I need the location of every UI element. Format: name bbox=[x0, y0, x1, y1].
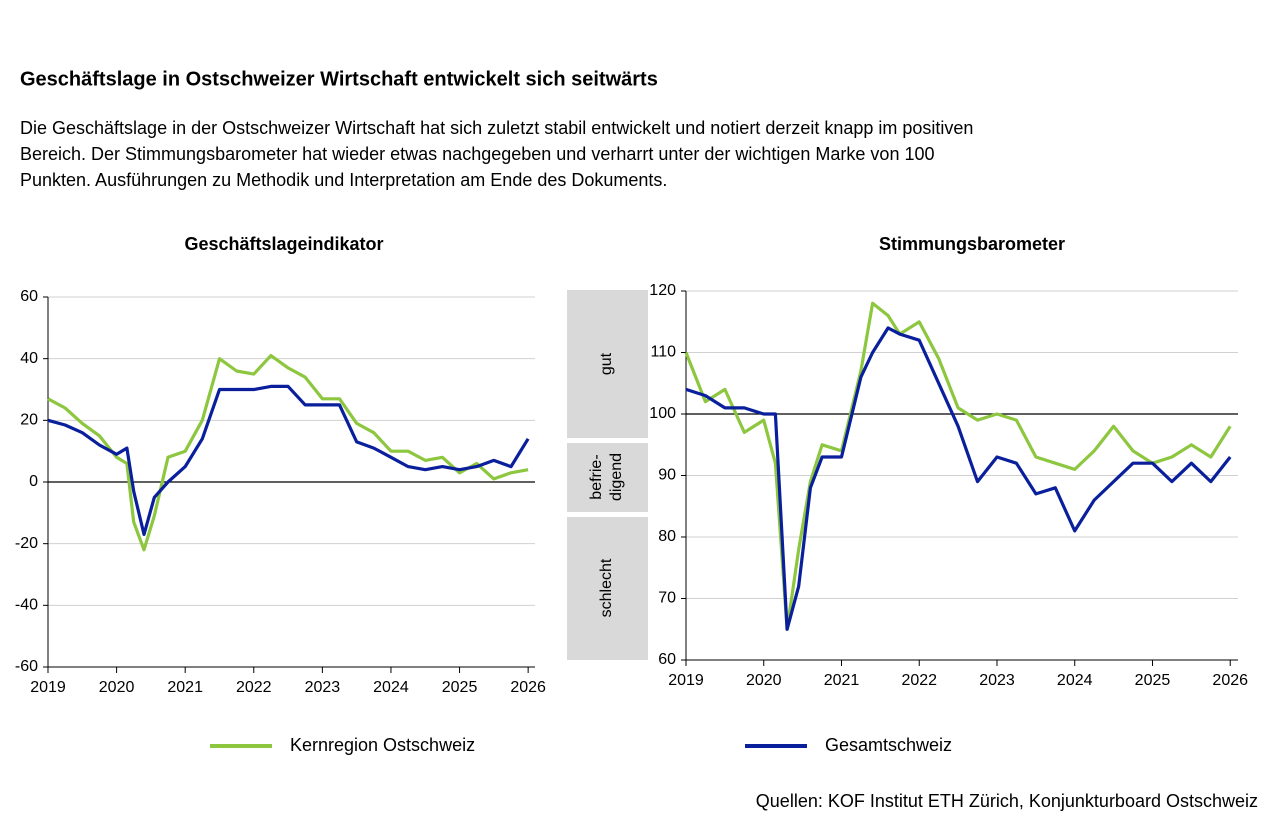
y-tick-label: 100 bbox=[649, 405, 676, 422]
series-line bbox=[47, 384, 530, 536]
x-tick-label: 2024 bbox=[1057, 672, 1093, 689]
zone-box bbox=[567, 517, 648, 660]
x-tick-label: 2026 bbox=[1212, 672, 1248, 689]
y-tick-label: 90 bbox=[658, 467, 676, 484]
y-tick-label: 110 bbox=[650, 344, 676, 361]
y-tick-label: 60 bbox=[658, 651, 676, 668]
x-tick-label: 2024 bbox=[373, 679, 409, 696]
page-title: Geschäftslage in Ostschweizer Wirtschaft… bbox=[20, 68, 658, 90]
x-tick-label: 2023 bbox=[305, 679, 341, 696]
source: Quellen: KOF Institut ETH Zürich, Konjun… bbox=[756, 791, 1258, 811]
x-tick-label: 2021 bbox=[824, 672, 860, 689]
description-line: Bereich. Der Stimmungsbarometer hat wied… bbox=[20, 144, 934, 164]
y-tick-label: 120 bbox=[649, 282, 676, 299]
x-tick-label: 2025 bbox=[1135, 672, 1171, 689]
x-tick-label: 2020 bbox=[99, 679, 135, 696]
legend-label: Kernregion Ostschweiz bbox=[290, 735, 475, 755]
x-tick-label: 2021 bbox=[167, 679, 203, 696]
x-tick-label: 2025 bbox=[442, 679, 478, 696]
series-line bbox=[47, 354, 529, 552]
x-tick-label: 2026 bbox=[510, 679, 546, 696]
y-tick-label: 20 bbox=[20, 412, 38, 429]
y-tick-label: -20 bbox=[15, 535, 38, 552]
x-tick-label: 2019 bbox=[30, 679, 66, 696]
zone-label: digend bbox=[608, 453, 625, 501]
y-tick-label: 80 bbox=[658, 528, 676, 545]
series-line bbox=[684, 301, 1232, 631]
description-line: Punkten. Ausführungen zu Methodik und In… bbox=[20, 170, 667, 190]
zone-label: schlecht bbox=[598, 558, 615, 617]
y-tick-label: -60 bbox=[15, 658, 38, 675]
y-tick-label: 60 bbox=[20, 288, 38, 305]
y-tick-label: 40 bbox=[20, 350, 38, 367]
series-line bbox=[685, 326, 1232, 631]
y-tick-label: 0 bbox=[29, 473, 38, 490]
x-tick-label: 2022 bbox=[236, 679, 272, 696]
x-tick-label: 2019 bbox=[668, 672, 704, 689]
x-tick-label: 2022 bbox=[901, 672, 937, 689]
y-tick-label: 70 bbox=[658, 590, 676, 607]
chart-title: Stimmungsbarometer bbox=[879, 234, 1065, 254]
description-line: Die Geschäftslage in der Ostschweizer Wi… bbox=[20, 118, 973, 138]
x-tick-label: 2023 bbox=[979, 672, 1015, 689]
zone-box bbox=[567, 443, 648, 512]
zone-label: gut bbox=[598, 352, 615, 375]
chart-title: Geschäftslageindikator bbox=[184, 234, 383, 254]
zone-box bbox=[567, 290, 648, 438]
legend-label: Gesamtschweiz bbox=[825, 735, 952, 755]
zone-label: befrie- bbox=[588, 454, 605, 499]
x-tick-label: 2020 bbox=[746, 672, 782, 689]
y-tick-label: -40 bbox=[15, 597, 38, 614]
